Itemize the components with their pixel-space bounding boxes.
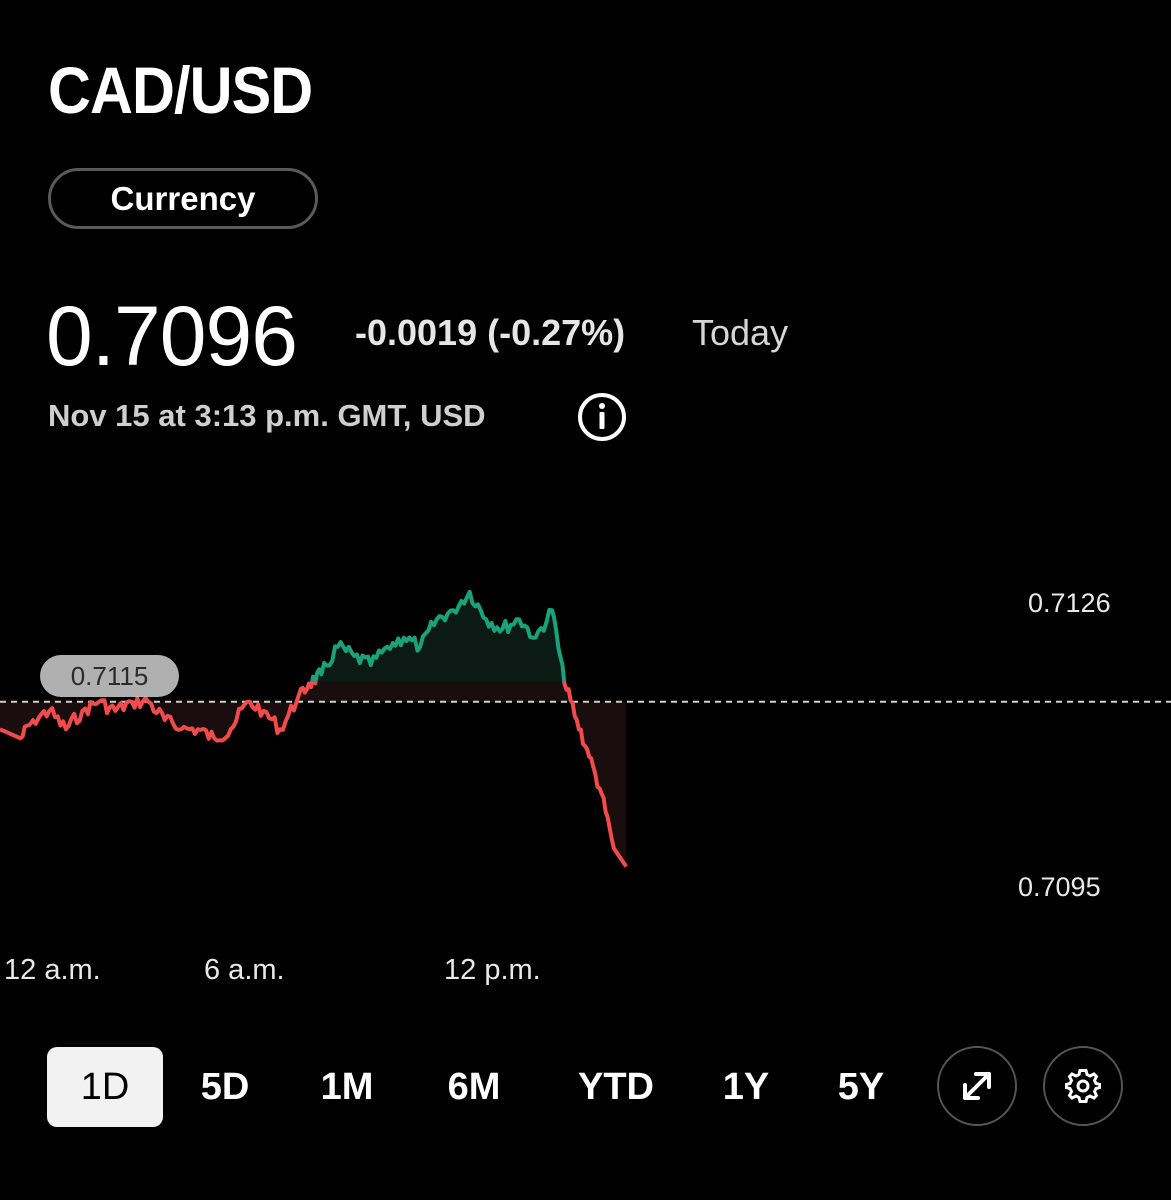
current-price: 0.7096 [46,289,298,383]
price-line-down [0,682,628,868]
x-tick-label: 12 p.m. [444,954,541,986]
range-1m-button[interactable]: 1M [320,1065,374,1108]
y-tick-label: 0.7126 [1028,588,1111,618]
range-5y-button[interactable]: 5Y [837,1065,885,1108]
asset-type-badge: Currency [48,168,318,229]
page-title: CAD/USD [48,53,313,127]
range-1d-button[interactable]: 1D [47,1047,163,1127]
range-1y-button[interactable]: 1Y [722,1065,770,1108]
quote-timestamp: Nov 15 at 3:13 p.m. GMT, USD [48,398,486,433]
expand-icon [963,1072,991,1100]
range-6m-button[interactable]: 6M [447,1065,501,1108]
range-ytd-button[interactable]: YTD [578,1065,654,1108]
chart-settings-button[interactable] [1043,1046,1123,1126]
x-tick-label: 6 a.m. [204,954,285,986]
expand-chart-button[interactable] [937,1046,1017,1126]
range-5d-button[interactable]: 5D [200,1065,250,1108]
y-tick-label: 0.7095 [1018,872,1101,902]
price-change: -0.0019 (-0.27%) [355,312,626,353]
chart-area-below [0,682,627,867]
previous-close-label: 0.7115 [40,655,179,697]
info-icon[interactable] [576,391,628,443]
price-chart[interactable] [0,560,1171,900]
gear-icon [1065,1069,1101,1103]
chart-area-above [312,591,565,682]
x-tick-label: 12 a.m. [4,954,101,986]
change-period: Today [692,312,789,353]
price-line-up [307,589,567,682]
